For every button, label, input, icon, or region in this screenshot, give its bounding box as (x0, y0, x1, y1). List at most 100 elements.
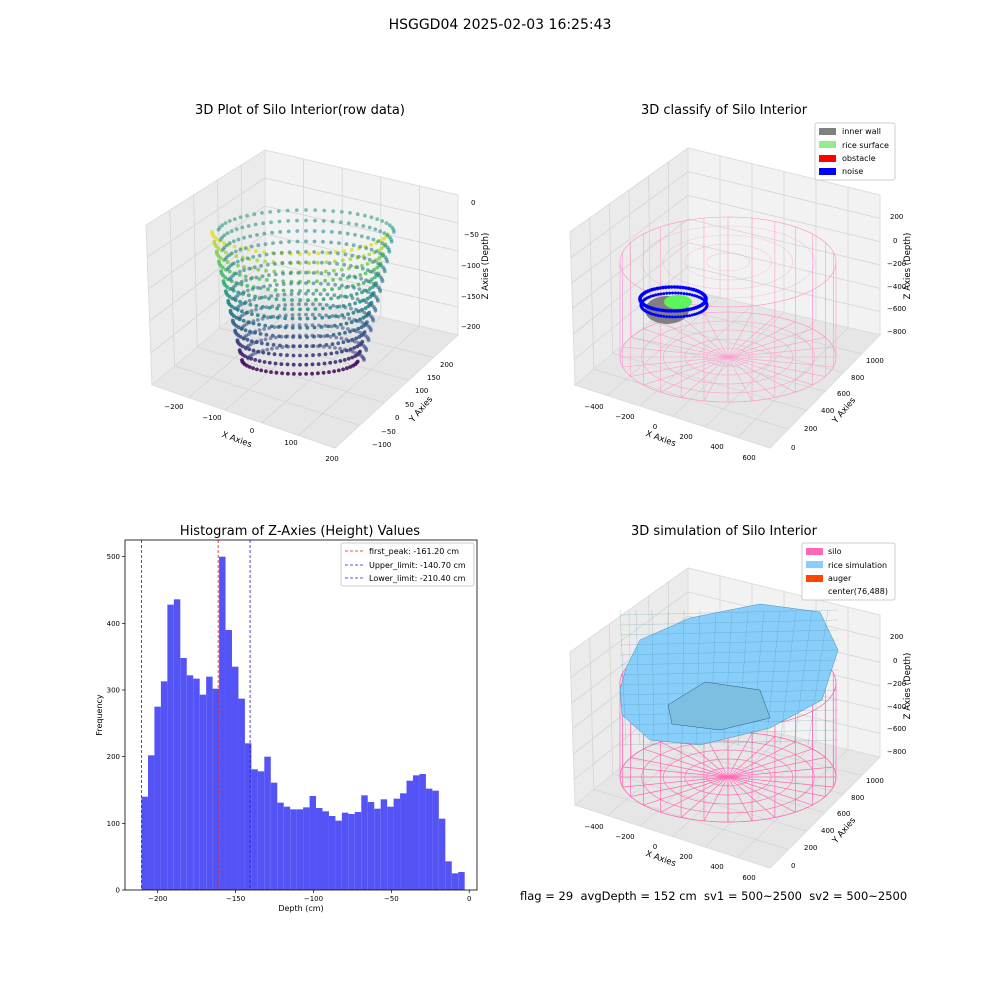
data-point (339, 322, 343, 327)
data-point (316, 251, 321, 256)
data-point (246, 332, 251, 336)
silo-wire (727, 328, 813, 358)
data-point (234, 227, 239, 232)
legend-label: Lower_limit: -210.40 cm (369, 574, 466, 583)
data-point (288, 260, 292, 265)
data-point (298, 289, 302, 293)
data-point (275, 346, 279, 350)
silo-wire (727, 321, 796, 358)
data-point (319, 281, 323, 286)
data-point (316, 344, 320, 349)
data-point (253, 222, 258, 227)
data-point (361, 356, 366, 361)
data-point (360, 263, 364, 268)
p4-xtick: −200 (615, 833, 634, 841)
data-point (366, 235, 370, 240)
data-point (273, 361, 278, 366)
p2-legend: inner wall rice surface obstacle noise (814, 122, 896, 181)
histogram-bar (322, 811, 329, 890)
p1-xtick: 100 (284, 439, 297, 447)
data-point (240, 258, 245, 262)
data-point (289, 281, 293, 286)
data-point (231, 273, 236, 278)
data-point (296, 281, 301, 286)
data-point (272, 269, 277, 274)
p4-ytick: 200 (804, 844, 817, 852)
surface-mesh-line (619, 629, 839, 636)
data-point (260, 316, 265, 321)
data-point (334, 350, 339, 355)
data-point (257, 328, 262, 332)
data-point (362, 256, 367, 261)
histogram-bar (270, 782, 278, 890)
data-point (249, 342, 253, 347)
noise-point (676, 291, 680, 295)
data-point (328, 334, 333, 339)
p2-ytick: 400 (821, 407, 834, 415)
data-point (250, 287, 255, 291)
surface-mesh-line (779, 609, 797, 746)
data-point (321, 219, 326, 223)
legend-swatch-rice-simulation (806, 561, 823, 568)
data-point (382, 231, 387, 236)
data-point (243, 246, 248, 251)
data-point (282, 307, 287, 311)
data-point (336, 368, 341, 373)
data-point (349, 264, 353, 268)
data-point (318, 302, 322, 307)
data-point (270, 230, 274, 235)
data-point (326, 282, 331, 286)
data-point (338, 277, 343, 281)
legend-label: rice surface (842, 141, 889, 150)
data-point (342, 347, 347, 352)
p4-zlabel: Z Axies (Depth) (903, 653, 913, 720)
silo-wire (727, 356, 753, 402)
data-point (248, 234, 253, 239)
p4-xlabel: X Axies (644, 849, 677, 869)
silo-wire (660, 741, 729, 778)
histogram-bar (257, 771, 265, 890)
silo-wire (727, 776, 776, 818)
noise-point (654, 293, 658, 297)
noise-point (666, 285, 671, 289)
data-point (304, 372, 308, 376)
surface-mesh-line (651, 609, 655, 746)
data-point (372, 259, 377, 264)
data-point (238, 247, 243, 252)
histogram-bar (206, 676, 213, 890)
data-point (278, 230, 283, 234)
data-point (223, 250, 228, 255)
data-point (341, 273, 345, 278)
data-point (363, 213, 367, 218)
p1-xtick: −100 (202, 414, 221, 422)
data-point (310, 323, 315, 328)
noise-point (690, 293, 694, 297)
legend-label: Upper_limit: -140.70 cm (369, 561, 466, 570)
data-point (273, 262, 277, 266)
data-point (253, 329, 258, 334)
p2-xtick: 400 (710, 443, 723, 451)
data-point (279, 362, 284, 366)
data-point (297, 323, 302, 328)
noise-point (682, 292, 686, 296)
histogram-bar (147, 755, 155, 890)
data-point (355, 265, 360, 270)
histogram-bar (141, 796, 148, 890)
data-point (313, 218, 317, 223)
data-point (304, 344, 308, 348)
data-point (233, 249, 238, 254)
data-point (311, 302, 315, 307)
data-point (229, 263, 234, 268)
data-point (327, 345, 332, 350)
data-point (342, 249, 346, 254)
data-point (298, 372, 302, 376)
silo-wire (680, 316, 729, 358)
silo-wire (727, 356, 776, 398)
data-point (310, 333, 315, 338)
data-point (375, 265, 379, 270)
data-point (255, 313, 260, 318)
noise-point (681, 308, 685, 313)
data-point (344, 337, 349, 342)
data-point (232, 244, 237, 249)
